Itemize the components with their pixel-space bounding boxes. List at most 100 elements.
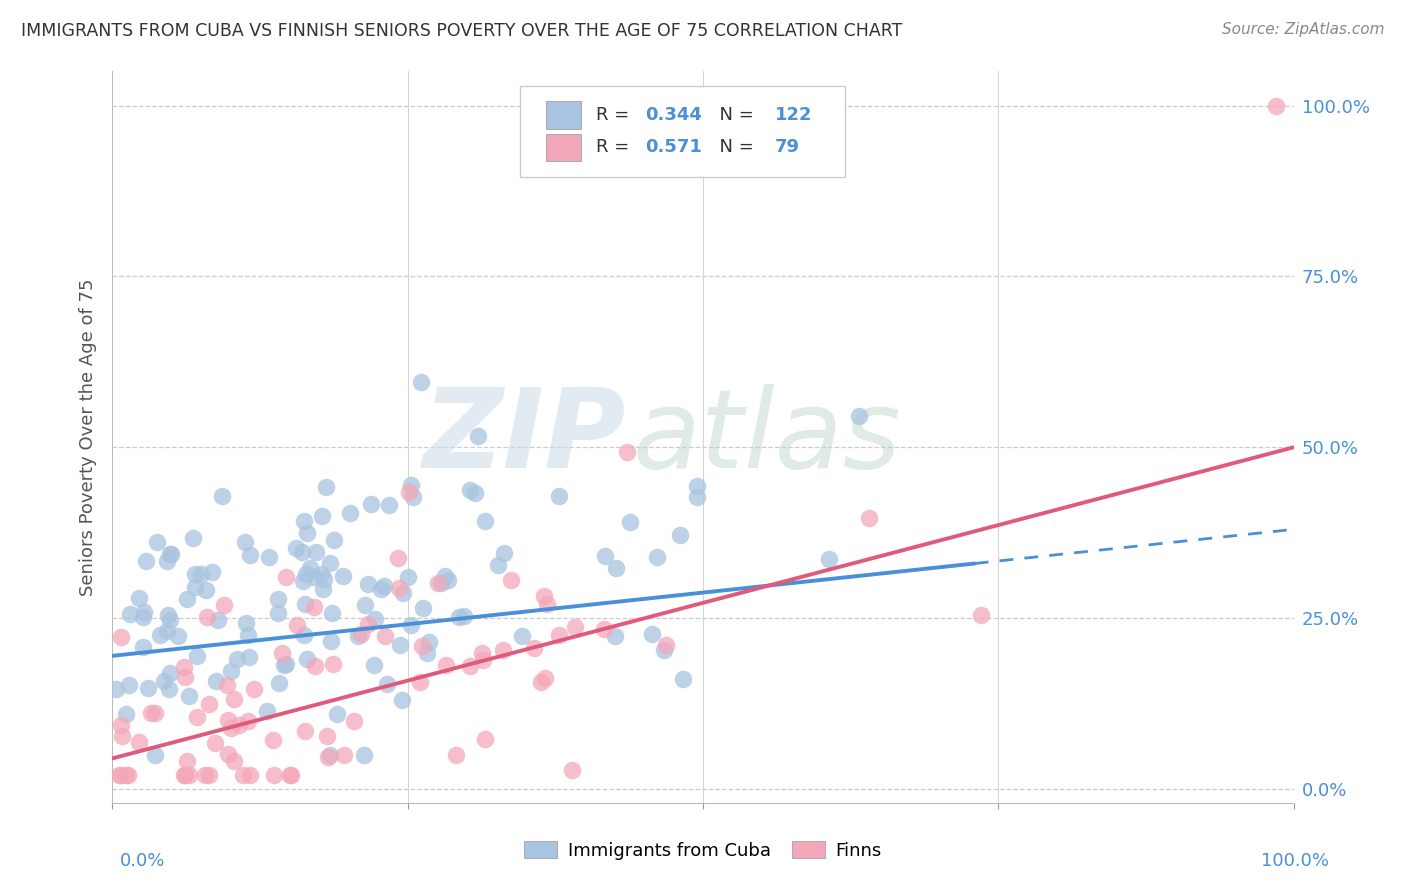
Point	[177, 768, 200, 782]
Point	[219, 721, 242, 735]
Point	[533, 671, 555, 685]
Text: IMMIGRANTS FROM CUBA VS FINNISH SENIORS POVERTY OVER THE AGE OF 75 CORRELATION C: IMMIGRANTS FROM CUBA VS FINNISH SENIORS …	[21, 22, 903, 40]
Point	[343, 714, 366, 728]
Point	[686, 490, 709, 504]
Point	[184, 567, 207, 582]
Point	[294, 724, 316, 739]
Point	[593, 549, 616, 563]
Point	[402, 490, 425, 504]
Point	[357, 577, 380, 591]
Point	[321, 606, 343, 620]
Point	[217, 747, 239, 762]
Point	[453, 608, 475, 623]
Point	[391, 692, 413, 706]
Text: R =: R =	[596, 138, 634, 156]
Point	[232, 768, 254, 782]
Point	[257, 549, 280, 564]
Point	[181, 531, 204, 545]
Point	[353, 747, 375, 762]
Point	[547, 489, 569, 503]
Point	[195, 582, 218, 597]
Point	[564, 620, 586, 634]
Point	[392, 586, 415, 600]
Text: 122: 122	[775, 106, 813, 124]
Point	[641, 627, 664, 641]
Point	[349, 627, 371, 641]
Point	[486, 558, 509, 572]
Point	[207, 613, 229, 627]
Point	[325, 707, 347, 722]
Text: 0.571: 0.571	[645, 138, 702, 156]
Point	[304, 659, 326, 673]
Point	[110, 768, 132, 782]
Point	[198, 698, 221, 712]
Point	[858, 510, 880, 524]
Point	[120, 607, 142, 622]
Point	[173, 660, 195, 674]
Point	[294, 597, 316, 611]
Point	[143, 706, 166, 721]
Text: 0.0%: 0.0%	[120, 852, 165, 870]
Point	[224, 754, 246, 768]
Point	[1264, 98, 1286, 112]
Point	[135, 554, 157, 568]
Point	[396, 570, 419, 584]
FancyBboxPatch shape	[520, 86, 845, 178]
Point	[672, 672, 695, 686]
Point	[848, 409, 870, 423]
Point	[273, 657, 295, 672]
Point	[447, 609, 470, 624]
Point	[592, 622, 614, 636]
Point	[471, 646, 494, 660]
Point	[433, 569, 456, 583]
Point	[370, 582, 392, 597]
Point	[235, 616, 257, 631]
Point	[186, 648, 208, 663]
Point	[685, 479, 707, 493]
Text: Source: ZipAtlas.com: Source: ZipAtlas.com	[1222, 22, 1385, 37]
Text: 100.0%: 100.0%	[1261, 852, 1329, 870]
Point	[118, 678, 141, 692]
Point	[205, 674, 228, 689]
Point	[364, 612, 387, 626]
Point	[398, 485, 420, 500]
Point	[128, 735, 150, 749]
Point	[494, 546, 516, 560]
Point	[474, 731, 496, 746]
Point	[194, 768, 217, 782]
Point	[217, 713, 239, 727]
Point	[211, 489, 233, 503]
Point	[375, 677, 398, 691]
Point	[645, 550, 668, 565]
Point	[159, 547, 181, 561]
Point	[284, 541, 307, 556]
Point	[304, 570, 326, 584]
Point	[295, 566, 318, 581]
Point	[269, 675, 291, 690]
Point	[173, 768, 195, 782]
Point	[387, 582, 409, 596]
Point	[219, 665, 242, 679]
Point	[357, 617, 380, 632]
Point	[298, 561, 321, 575]
Point	[291, 574, 314, 588]
Point	[114, 706, 136, 721]
Point	[214, 598, 236, 612]
Point	[409, 675, 432, 690]
Point	[353, 598, 375, 612]
Point	[111, 729, 134, 743]
Point	[153, 674, 176, 689]
Point	[305, 545, 328, 559]
Point	[291, 545, 314, 559]
Point	[104, 682, 127, 697]
Point	[322, 657, 344, 671]
Point	[302, 599, 325, 614]
Point	[388, 638, 411, 652]
Point	[363, 657, 385, 672]
Point	[533, 589, 555, 603]
Point	[198, 768, 221, 782]
Point	[238, 649, 260, 664]
Point	[149, 628, 172, 642]
Point	[374, 629, 396, 643]
Point	[654, 638, 676, 652]
